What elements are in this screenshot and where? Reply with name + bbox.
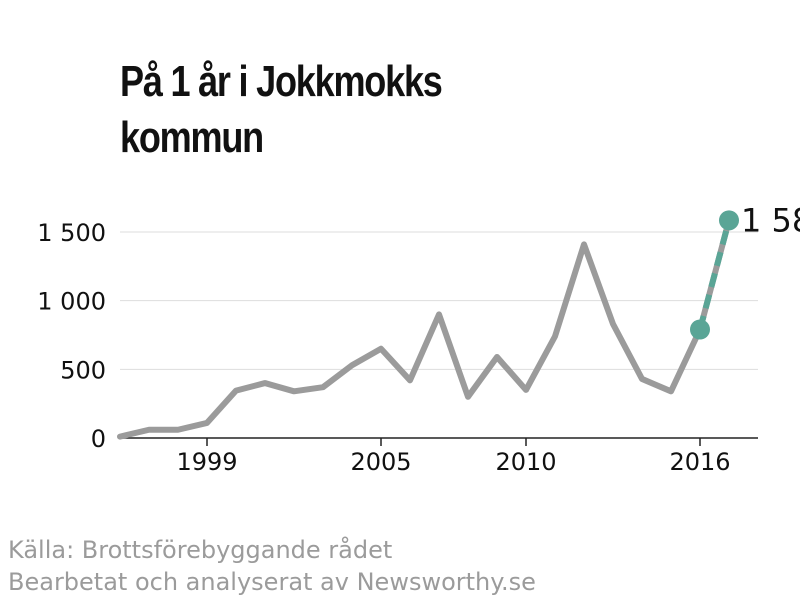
x-tick-label: 2005 xyxy=(350,448,411,476)
highlight-segment xyxy=(697,219,732,331)
chart-title: På 1 år i Jokkmokks kommun xyxy=(120,54,612,166)
chart-title-line-2: kommun xyxy=(120,113,264,162)
y-tick-label: 1 000 xyxy=(37,288,106,316)
source-line-1: Källa: Brottsförebyggande rådet xyxy=(8,536,393,564)
data-point-start xyxy=(690,319,710,340)
chart-title-line-1: På 1 år i Jokkmokks xyxy=(120,57,443,106)
x-tick-label: 2016 xyxy=(669,448,730,476)
y-tick-label: 0 xyxy=(91,425,106,453)
end-value-label: 1 585 xyxy=(741,201,800,239)
source-line-2: Bearbetat och analyserat av Newsworthy.s… xyxy=(8,568,536,596)
data-point-end xyxy=(719,210,739,231)
source-note: Källa: Brottsförebyggande rådet Bearbeta… xyxy=(8,534,536,598)
y-tick-label: 500 xyxy=(60,356,106,384)
x-tick-label: 2010 xyxy=(495,448,556,476)
x-tick-label: 1999 xyxy=(176,448,237,476)
series-line xyxy=(117,241,703,440)
y-tick-label: 1 500 xyxy=(37,219,106,247)
